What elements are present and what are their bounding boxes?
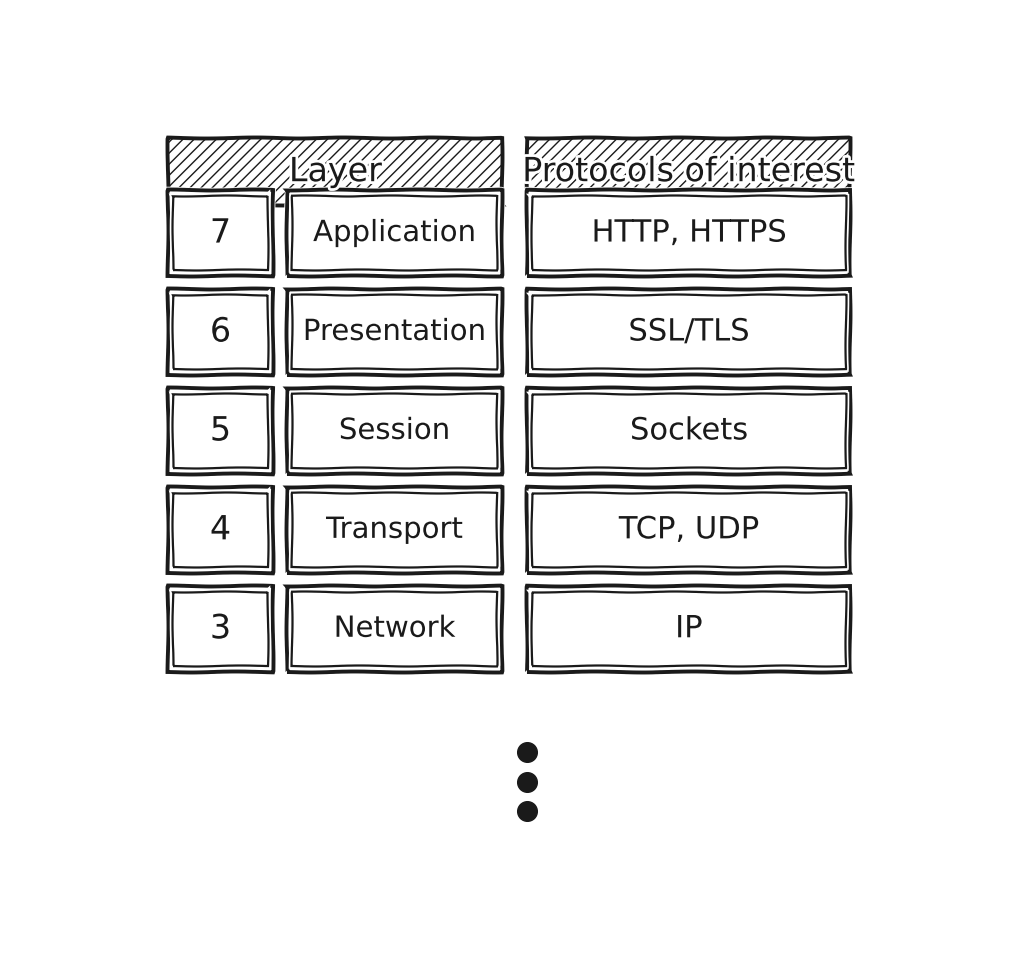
Bar	[532, 296, 846, 369]
Bar	[287, 586, 502, 671]
Bar	[287, 289, 502, 375]
Bar	[173, 196, 268, 270]
Text: IP: IP	[675, 614, 703, 643]
Bar	[287, 487, 502, 573]
Bar	[532, 394, 846, 468]
Bar	[169, 289, 273, 375]
Bar	[532, 196, 846, 270]
Bar	[169, 138, 502, 205]
Text: SSL/TLS: SSL/TLS	[629, 318, 749, 347]
Bar	[527, 388, 850, 473]
Bar	[173, 296, 268, 369]
Bar	[532, 493, 846, 567]
Bar	[173, 592, 268, 666]
Text: 4: 4	[210, 513, 232, 547]
Bar	[169, 190, 273, 276]
Bar	[291, 493, 497, 567]
Point	[519, 804, 535, 819]
Text: Layer: Layer	[289, 156, 382, 188]
Text: 7: 7	[210, 216, 232, 249]
Point	[519, 774, 535, 789]
Bar	[173, 493, 268, 567]
Bar	[173, 394, 268, 468]
Bar	[287, 190, 502, 276]
Bar	[291, 296, 497, 369]
Text: Presentation: Presentation	[303, 318, 487, 346]
Text: Sockets: Sockets	[630, 416, 748, 445]
Bar	[291, 394, 497, 468]
Text: Protocols of interest: Protocols of interest	[523, 156, 855, 188]
Text: 6: 6	[210, 316, 232, 349]
Text: Application: Application	[313, 219, 476, 247]
Bar	[527, 586, 850, 671]
Text: Network: Network	[333, 614, 456, 642]
Text: HTTP, HTTPS: HTTP, HTTPS	[592, 218, 786, 247]
Bar	[169, 388, 273, 473]
Bar	[291, 592, 497, 666]
Bar	[169, 487, 273, 573]
Bar	[291, 196, 497, 270]
Text: 3: 3	[210, 612, 232, 645]
Text: Session: Session	[339, 417, 451, 445]
Bar	[532, 592, 846, 666]
Bar	[527, 487, 850, 573]
Bar	[287, 388, 502, 473]
Bar	[527, 138, 850, 205]
Bar	[527, 190, 850, 276]
Bar	[169, 586, 273, 671]
Text: 5: 5	[210, 414, 232, 447]
Point	[519, 744, 535, 759]
Bar	[527, 289, 850, 375]
Text: TCP, UDP: TCP, UDP	[618, 515, 758, 545]
Text: Transport: Transport	[326, 516, 463, 544]
